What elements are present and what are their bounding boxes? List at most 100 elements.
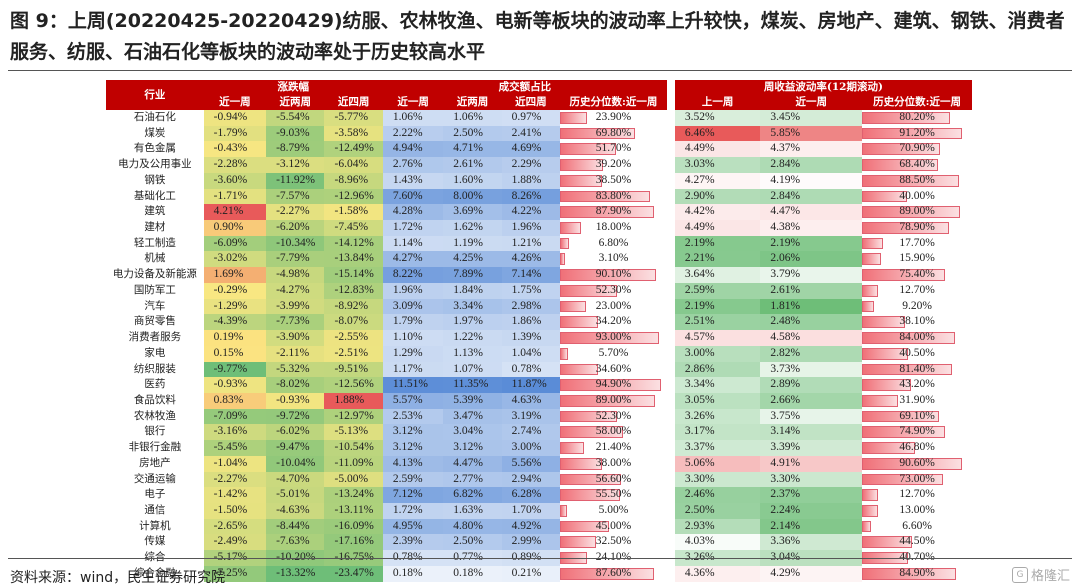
cell-name: 计算机 <box>139 519 171 532</box>
cell-t1: 2.22% <box>382 125 444 142</box>
percentile-bar <box>862 174 960 187</box>
cell-c4: -5.77% <box>324 110 383 126</box>
logo-icon: G <box>1011 566 1028 583</box>
cell-name: 食品饮料 <box>133 393 176 406</box>
cell-c2: -8.44% <box>266 518 325 535</box>
cell-c2: -11.92% <box>266 172 325 189</box>
cell-v1: 3.73% <box>760 361 863 378</box>
cell-v1: 3.04% <box>760 550 863 566</box>
percentile-bar <box>560 222 581 234</box>
cell-t2: 1.22% <box>443 330 502 346</box>
cell-vp: 81.40% <box>862 362 972 378</box>
watermark-text: 格隆汇 <box>1030 569 1070 584</box>
cell-name: 有色金属 <box>133 142 176 155</box>
percentile-value: 32.50% <box>595 535 632 548</box>
col-header: 近一周 <box>203 95 267 110</box>
table-row: 煤炭 -1.79% -9.03% -3.58% 2.22% 2.50% 2.41% 69.80… <box>106 125 972 142</box>
percentile-bar <box>862 332 955 344</box>
cell-vp: 43.20% <box>862 377 972 393</box>
cell-v1: 4.38% <box>760 220 863 236</box>
cell-c1: -2.65% <box>203 518 267 535</box>
col-header: 历史分位数:近一周 <box>560 95 667 110</box>
percentile-value: 52.30% <box>595 409 632 422</box>
cell-vp: 88.50% <box>862 173 972 189</box>
cell-t4: 4.26% <box>501 251 561 268</box>
percentile-bar <box>560 127 636 140</box>
cell-c2: -8.02% <box>266 377 325 393</box>
footer-divider <box>8 558 1072 559</box>
cell-t4: 8.26% <box>501 188 561 205</box>
percentile-value: 83.80% <box>595 189 632 202</box>
cell-t2: 4.47% <box>443 455 502 472</box>
cell-t4: 0.97% <box>501 110 561 126</box>
percentile-bar <box>862 300 875 313</box>
cell-c2: -0.93% <box>266 392 325 409</box>
percentile-bar <box>560 473 622 486</box>
table-row: 钢铁 -3.60% -11.92% -8.96% 1.43% 1.60% 1.88% 38.5… <box>106 172 972 189</box>
cell-v0: 3.34% <box>674 377 761 393</box>
cell-c2: -4.70% <box>266 471 325 488</box>
percentile-value: 80.20% <box>899 111 935 123</box>
cell-t4: 5.56% <box>501 455 561 472</box>
cell-t4: 1.96% <box>501 220 561 236</box>
percentile-value: 44.50% <box>899 535 935 548</box>
cell-t4: 1.70% <box>501 502 561 519</box>
cell-t1: 1.29% <box>382 345 444 362</box>
cell-tp: 55.50% <box>560 487 667 503</box>
percentile-value: 23.90% <box>595 111 632 123</box>
percentile-bar <box>560 253 566 266</box>
cell-v0: 4.49% <box>674 220 761 236</box>
cell-c4: -8.96% <box>324 172 383 189</box>
percentile-value: 91.20% <box>899 126 935 139</box>
cell-t2: 1.84% <box>443 282 502 299</box>
watermark-logo: G 格隆汇 <box>1011 565 1070 584</box>
cell-vp: 9.20% <box>862 299 972 315</box>
percentile-value: 38.50% <box>595 173 632 186</box>
cell-c1: -1.29% <box>203 298 267 315</box>
cell-t4: 4.22% <box>501 204 561 221</box>
cell-tp: 87.90% <box>560 204 667 220</box>
cell-v1: 3.30% <box>760 471 863 488</box>
percentile-value: 68.40% <box>899 158 935 171</box>
cell-t1: 4.28% <box>382 204 444 221</box>
cell-t4: 7.14% <box>501 267 561 283</box>
cell-v0: 2.50% <box>674 502 761 519</box>
cell-tp: 23.90% <box>560 110 667 126</box>
cell-tp: 18.00% <box>560 220 667 236</box>
percentile-bar <box>862 190 908 203</box>
cell-name: 商贸零售 <box>133 315 176 328</box>
cell-tp: 94.90% <box>560 377 667 393</box>
cell-vp: 91.20% <box>862 126 972 142</box>
title-divider <box>8 70 1072 71</box>
table-row: 电力及公用事业 -2.28% -3.12% -6.04% 2.76% 2.61% 2.29%… <box>106 157 972 173</box>
percentile-bar <box>560 174 603 187</box>
cell-vp: 84.00% <box>862 330 972 346</box>
cell-c4: 1.88% <box>324 392 383 409</box>
cell-t2: 3.04% <box>443 424 502 441</box>
cell-v1: 2.19% <box>760 235 863 252</box>
cell-name: 国防军工 <box>133 283 176 296</box>
table-row: 医药 -0.93% -8.02% -12.56% 11.51% 11.35% 11.87% 9… <box>106 377 972 393</box>
cell-c4: -13.84% <box>324 251 383 268</box>
cell-name: 通信 <box>144 503 166 516</box>
cell-c1: -3.16% <box>203 424 267 441</box>
cell-name: 房地产 <box>139 456 171 469</box>
cell-t4: 4.69% <box>501 141 561 158</box>
col-header: 近两周 <box>443 95 502 110</box>
percentile-bar <box>862 269 946 281</box>
cell-t2: 1.06% <box>443 110 502 126</box>
cell-v1: 4.58% <box>760 330 863 346</box>
cell-t4: 1.88% <box>501 172 561 189</box>
percentile-bar <box>560 237 570 250</box>
cell-vp: 69.10% <box>862 409 972 425</box>
cell-v0: 4.42% <box>674 204 761 221</box>
cell-c4: -5.00% <box>324 471 383 488</box>
cell-vp: 12.70% <box>862 283 972 299</box>
cell-vp: 46.80% <box>862 440 972 456</box>
cell-v1: 2.84% <box>760 188 863 205</box>
cell-name: 综合金融 <box>133 566 176 579</box>
cell-c1: 0.83% <box>203 392 267 409</box>
cell-t1: 7.60% <box>382 188 444 205</box>
cell-vp: 17.70% <box>862 236 972 252</box>
cell-tp: 39.20% <box>560 157 667 173</box>
